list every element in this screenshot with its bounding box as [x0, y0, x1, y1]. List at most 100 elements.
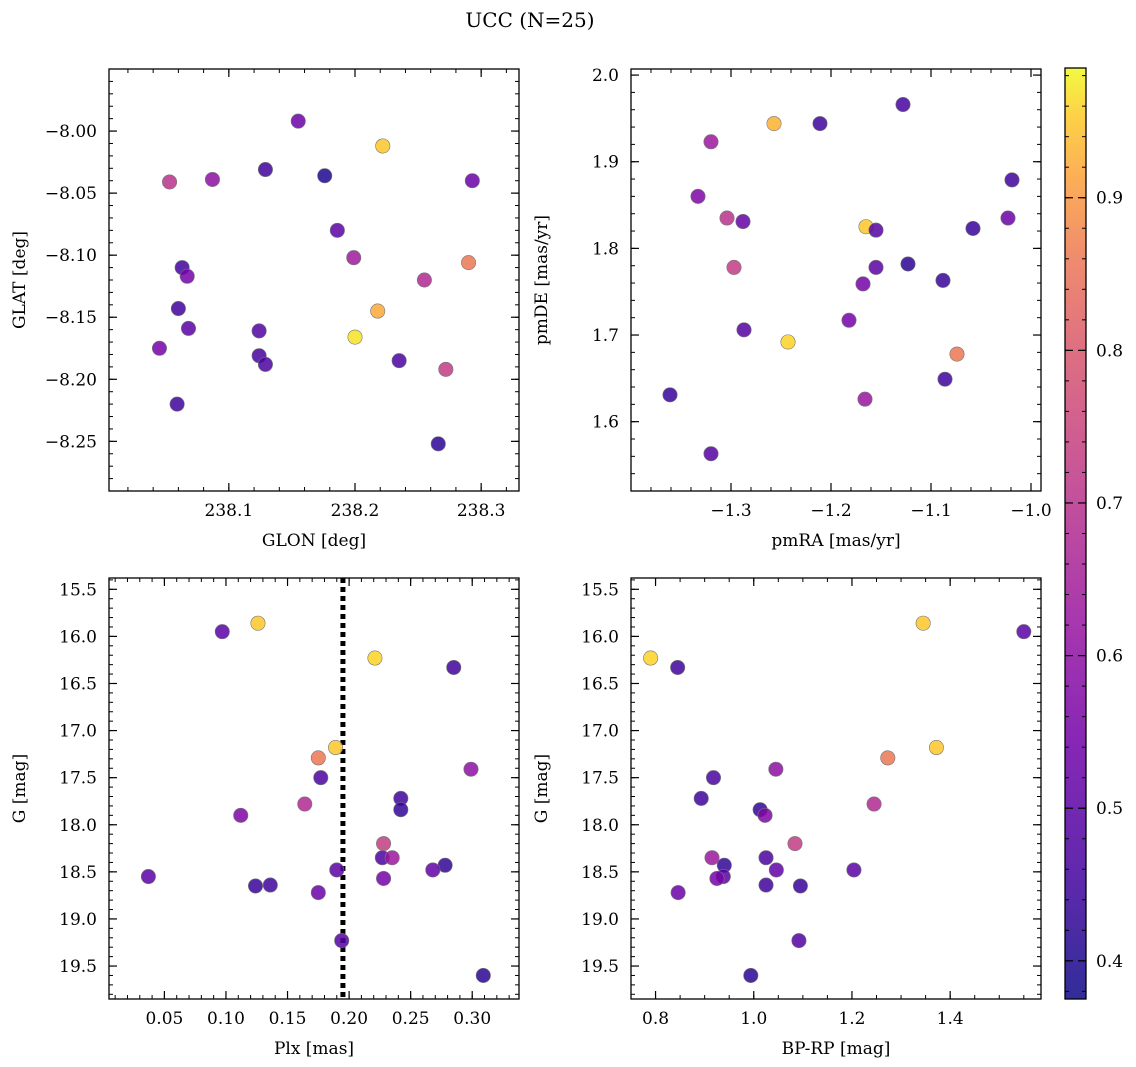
- scatter-point: [438, 361, 454, 377]
- scatter-point: [162, 174, 178, 190]
- scatter-point: [857, 391, 873, 407]
- y-tick-label: 15.5: [59, 580, 97, 600]
- scatter-point: [743, 967, 759, 983]
- scatter-point: [937, 371, 953, 387]
- y-tick-label: −8.05: [45, 184, 97, 204]
- y-axis-label: GLAT [deg]: [10, 231, 30, 329]
- x-tick-label: 1.4: [937, 1009, 964, 1029]
- scatter-point: [709, 870, 725, 886]
- scatter-point: [928, 740, 944, 756]
- x-tick-label: −1.3: [710, 501, 751, 521]
- scatter-point: [895, 97, 911, 113]
- y-axis-label: G [mag]: [10, 754, 30, 823]
- x-tick-label: 0.25: [392, 1009, 430, 1029]
- scatter-point: [376, 870, 392, 886]
- scatter-point: [900, 256, 916, 272]
- scatter-point: [670, 885, 686, 901]
- scatter-point: [262, 877, 278, 893]
- scatter-point: [735, 214, 751, 230]
- scatter-point: [297, 796, 313, 812]
- y-axis-label: pmDE [mas/yr]: [532, 215, 552, 345]
- scatter-point: [204, 171, 220, 187]
- scatter-point: [880, 750, 896, 766]
- axes-frame: [630, 577, 1042, 1000]
- scatter-point: [787, 836, 803, 852]
- scatter-point: [965, 220, 981, 236]
- scatter-point: [935, 272, 951, 288]
- y-tick-label: 17.5: [59, 769, 97, 789]
- scatter-point: [151, 340, 167, 356]
- minor-ticks: [109, 68, 519, 492]
- scatter-point: [310, 750, 326, 766]
- scatter-point: [768, 761, 784, 777]
- x-axis-label: GLON [deg]: [262, 531, 366, 551]
- axes-frame: [630, 68, 1042, 492]
- scatter-point: [214, 624, 230, 640]
- scatter-point: [868, 259, 884, 275]
- y-tick-label: 16.5: [59, 674, 97, 694]
- x-tick-label: 0.8: [642, 1009, 669, 1029]
- scatter-point: [461, 255, 477, 271]
- scatter-point: [140, 869, 156, 885]
- scatter-point: [1004, 172, 1020, 188]
- y-tick-label: 18.5: [59, 863, 97, 883]
- scatter-point: [758, 877, 774, 893]
- y-tick-label: −8.20: [45, 370, 97, 390]
- scatter-point: [704, 850, 720, 866]
- scatter-point: [376, 836, 392, 852]
- scatter-point: [416, 272, 432, 288]
- x-tick-label: −1.1: [910, 501, 951, 521]
- x-tick-label: 0.05: [145, 1009, 183, 1029]
- scatter-point: [250, 615, 266, 631]
- scatter-point: [347, 329, 363, 345]
- x-tick-label: −1.0: [1010, 501, 1051, 521]
- y-tick-label: 2.0: [592, 66, 619, 86]
- scatter-point: [251, 323, 267, 339]
- scatter-point: [766, 116, 782, 132]
- y-tick-label: 16.5: [581, 674, 619, 694]
- scatter-point: [736, 322, 752, 338]
- x-axis-label: BP-RP [mag]: [782, 1039, 891, 1059]
- scatter-point: [780, 334, 796, 350]
- scatter-point: [393, 802, 409, 818]
- axes-frame: [108, 577, 520, 1000]
- scatter-point: [866, 796, 882, 812]
- y-tick-label: 18.0: [59, 816, 97, 836]
- scatter-point: [812, 116, 828, 132]
- x-axis-label: pmRA [mas/yr]: [771, 531, 900, 551]
- colorbar-tick-label: 0.8: [1096, 341, 1123, 361]
- axes-frame: [108, 68, 520, 492]
- scatter-point: [841, 312, 857, 328]
- scatter-point: [317, 168, 333, 184]
- scatter-point: [475, 967, 491, 983]
- minor-ticks: [630, 578, 1041, 999]
- colorbar: 0.4 0.5 0.6 0.7 0.8 0.9: [1064, 67, 1123, 1000]
- scatter-point: [463, 761, 479, 777]
- scatter-point: [384, 850, 400, 866]
- scatter-point: [693, 790, 709, 806]
- y-tick-label: −8.10: [45, 246, 97, 266]
- x-tick-label: 0.30: [453, 1009, 491, 1029]
- colorbar-tick-label: 0.9: [1096, 189, 1123, 209]
- scatter-point: [290, 113, 306, 129]
- scatter-point: [329, 222, 345, 238]
- y-tick-label: 18.0: [581, 816, 619, 836]
- scatter-point: [257, 356, 273, 372]
- panel-glon-glat: 238.1 238.2 238.3 −8.00 −8.05 −8.10 −8.15 −8.20…: [10, 68, 520, 551]
- scatter-point: [670, 659, 686, 675]
- scatter-point: [915, 615, 931, 631]
- scatter-point: [1000, 210, 1016, 226]
- scatter-point: [643, 650, 659, 666]
- scatter-point: [846, 862, 862, 878]
- x-tick-label: 238.1: [205, 501, 254, 521]
- scatter-point: [855, 276, 871, 292]
- y-tick-label: 1.8: [592, 239, 619, 259]
- x-tick-label: 0.10: [207, 1009, 245, 1029]
- minor-ticks: [109, 578, 519, 999]
- scatter-point: [375, 138, 391, 154]
- scatter-point: [719, 210, 735, 226]
- scatter-point: [757, 807, 773, 823]
- colorbar-tick-label: 0.7: [1096, 494, 1123, 514]
- y-tick-label: 19.5: [581, 957, 619, 977]
